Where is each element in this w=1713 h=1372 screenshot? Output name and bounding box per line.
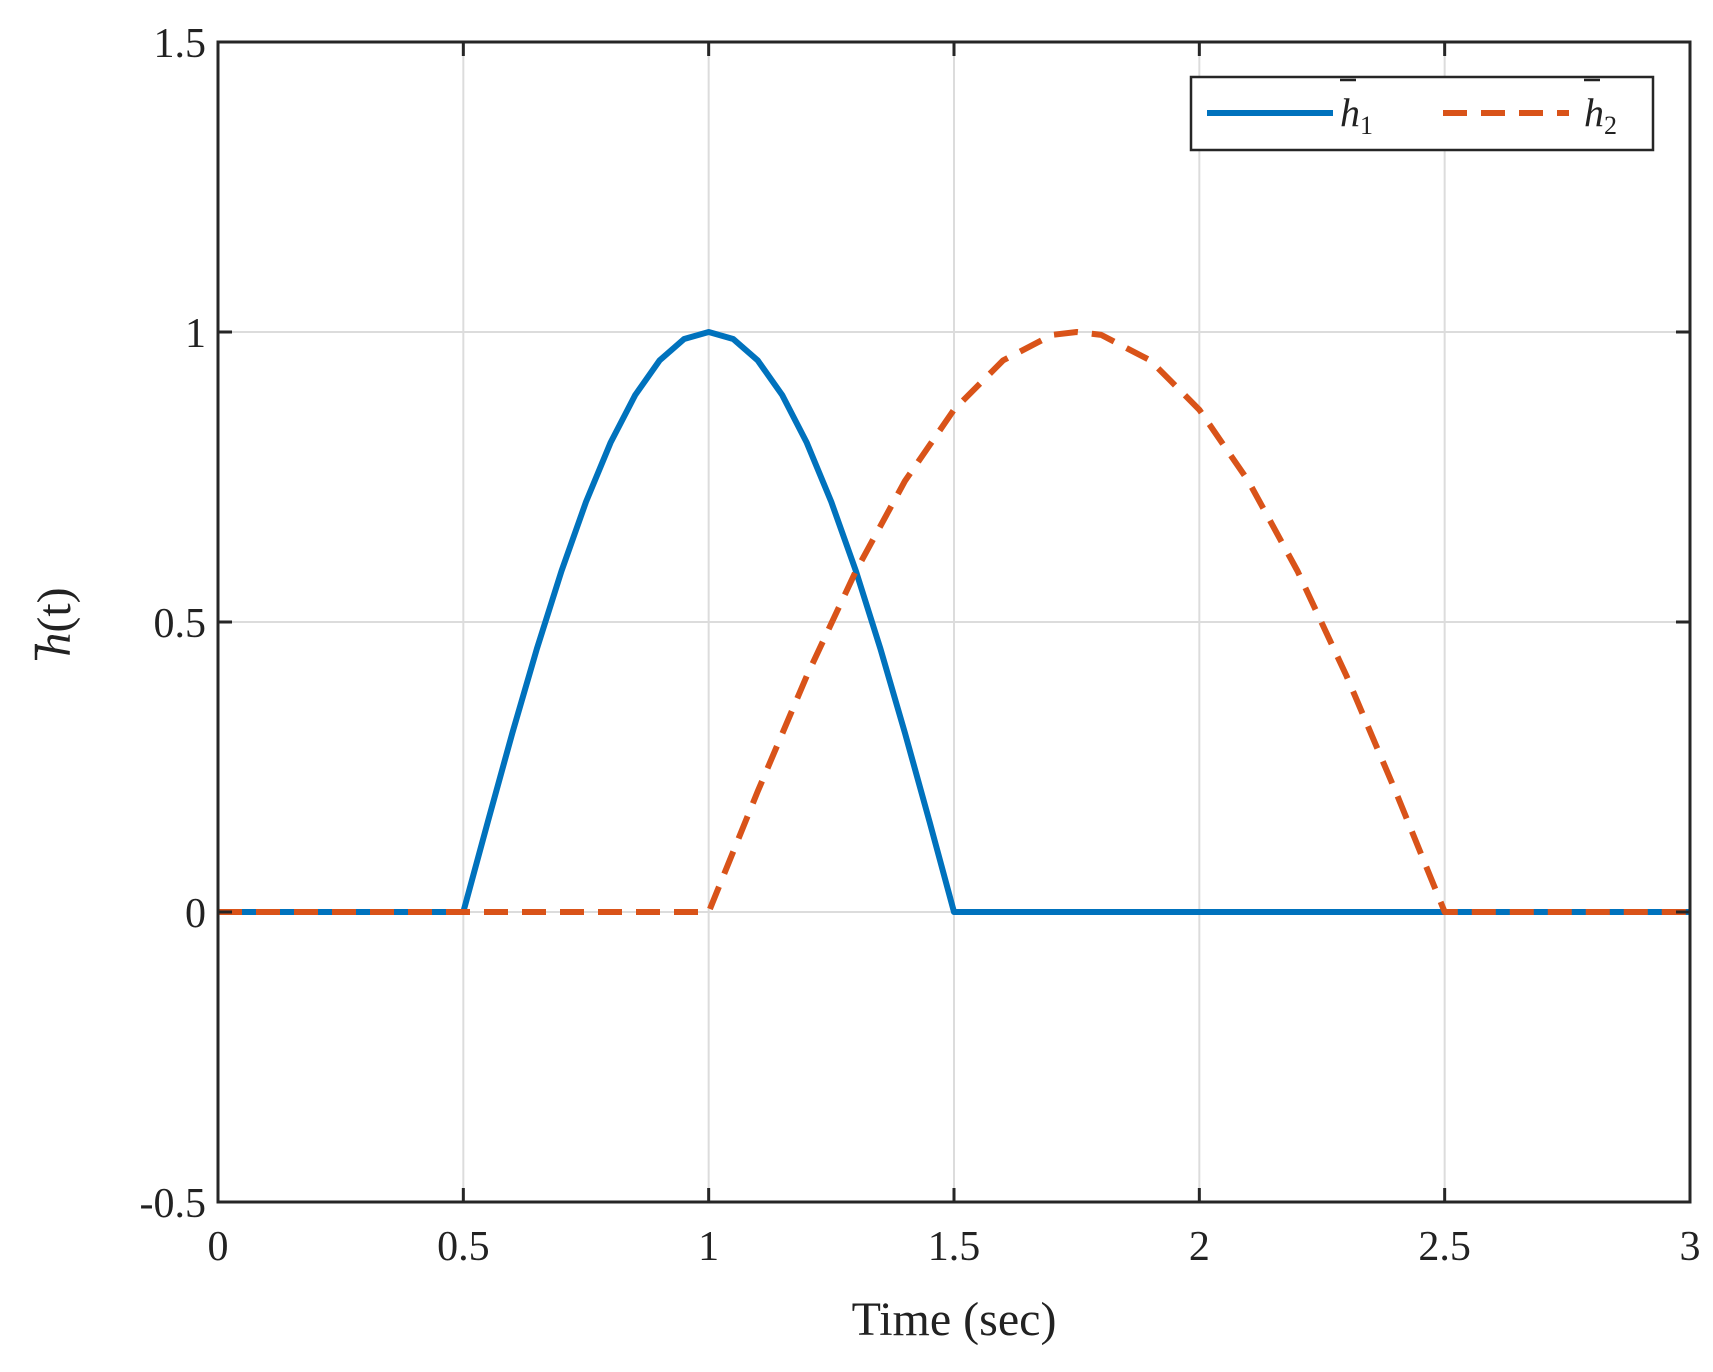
svg-text:h2: h2: [1584, 90, 1617, 140]
legend-label-series-1: h: [1340, 90, 1360, 135]
y-tick-label: -0.5: [140, 1181, 207, 1227]
svg-text:h(t): h(t): [28, 587, 81, 656]
x-tick-label: 1: [698, 1224, 719, 1270]
legend: h1 h2: [1189, 75, 1655, 152]
y-tick-labels: -0.5 0 0.5 1 1.5: [140, 21, 207, 1227]
axis-ticks: [216, 40, 1692, 1204]
x-tick-label: 0: [208, 1224, 229, 1270]
x-tick-label: 2: [1189, 1224, 1210, 1270]
x-tick-label: 2.5: [1418, 1224, 1471, 1270]
svg-text:h1: h1: [1340, 90, 1373, 140]
y-tick-label: 1.5: [154, 21, 207, 67]
y-axis-title-argument: (t): [28, 587, 81, 632]
x-tick-label: 0.5: [437, 1224, 490, 1270]
series-line-1: [218, 329, 1690, 915]
series-line-2: [218, 329, 1690, 915]
legend-sub-series-2: 2: [1604, 111, 1617, 140]
series-lines: [218, 329, 1690, 915]
x-tick-label: 3: [1680, 1224, 1701, 1270]
legend-label-series-2: h: [1584, 90, 1604, 135]
legend-sub-series-1: 1: [1360, 111, 1373, 140]
x-axis-title: Time (sec): [852, 1293, 1057, 1346]
x-tick-label: 1.5: [928, 1224, 981, 1270]
y-axis-title: h(t): [28, 587, 81, 660]
y-axis-title-symbol: h: [28, 633, 81, 657]
y-tick-label: 1: [185, 311, 206, 357]
y-tick-label: 0: [185, 891, 206, 937]
x-tick-labels: 0 0.5 1 1.5 2 2.5 3: [208, 1224, 1701, 1270]
y-tick-label: 0.5: [154, 601, 207, 647]
